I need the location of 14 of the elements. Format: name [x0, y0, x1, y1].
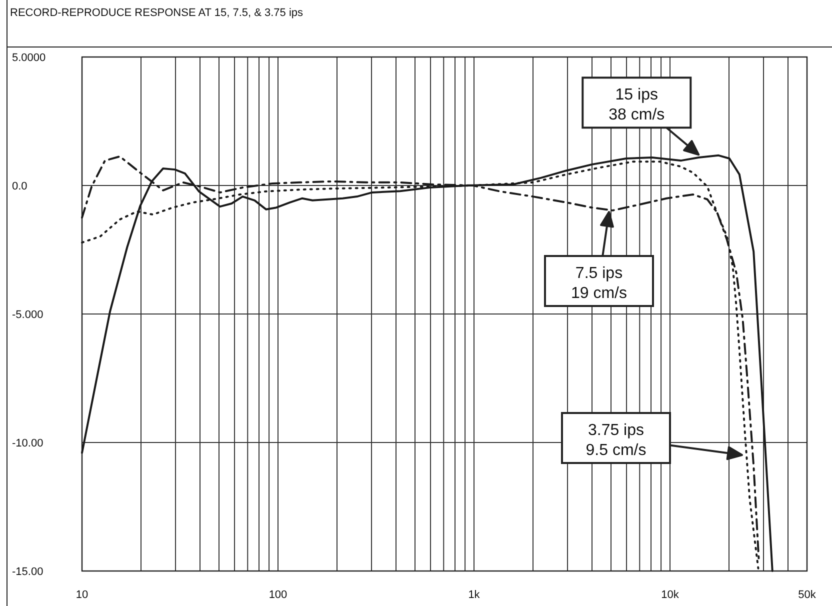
y-tick-label: -5.000	[12, 309, 44, 321]
y-tick-label: 0.0	[12, 180, 28, 192]
annotation: 3.75 ips 9.5 cm/s	[586, 422, 646, 459]
x-tick-label: 10	[76, 589, 88, 601]
chart-title: RECORD-REPRODUCE RESPONSE AT 15, 7.5, & 3.75 ips	[10, 7, 304, 19]
x-tick-label: 10k	[661, 589, 680, 601]
annotation: 7.5 ips 19 cm/s	[570, 265, 628, 302]
x-tick-label: 1k	[468, 589, 480, 601]
annotation: 15 ips 38 cm/s	[608, 86, 665, 124]
x-tick-label: 50k	[798, 589, 816, 601]
x-tick-label: 100	[268, 589, 288, 601]
y-tick-label: -15.00	[12, 566, 44, 578]
y-tick-label: -10.00	[12, 438, 44, 450]
y-tick-label: 5.0000	[12, 52, 46, 64]
